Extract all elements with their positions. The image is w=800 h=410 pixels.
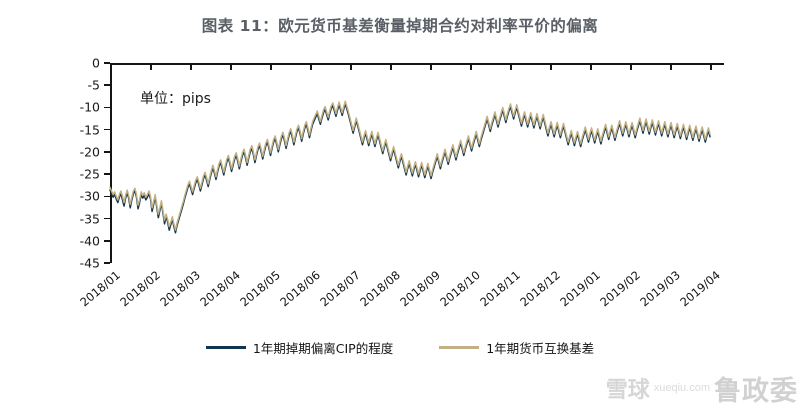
x-axis-tick — [350, 63, 352, 70]
y-axis-spine — [110, 63, 112, 263]
x-axis-tick — [190, 63, 192, 70]
x-axis-tick-label: 2018/06 — [277, 267, 323, 310]
x-axis-tick-label: 2018/08 — [357, 267, 403, 310]
y-axis-tick-label: -10 — [79, 99, 100, 115]
x-axis-tick-label: 2018/02 — [117, 267, 163, 310]
series-line — [109, 100, 711, 231]
y-axis-tick — [104, 151, 110, 153]
x-axis-tick — [590, 63, 592, 70]
x-axis-tick — [110, 63, 112, 70]
x-axis-tick-label: 2018/07 — [317, 267, 363, 310]
x-axis-tick — [310, 63, 312, 70]
x-axis-tick-label: 2018/04 — [197, 267, 243, 310]
x-axis-tick-label: 2019/02 — [597, 267, 643, 310]
chart-legend: 1年期掉期偏离CIP的程度 1年期货币互换基差 — [0, 338, 800, 357]
x-axis-tick — [430, 63, 432, 70]
unit-annotation: 单位：pips — [140, 91, 211, 107]
plot-area: 0 -5 -10 -15 -20 -25 -30 -35 -40 -45 — [80, 56, 724, 271]
watermark-site-text: xueqiu.com — [653, 382, 710, 394]
legend-swatch-icon — [439, 346, 480, 349]
y-axis-tick-label: -25 — [79, 166, 100, 182]
watermark-logo-text: 雪球 — [605, 378, 650, 403]
x-axis-tick — [270, 63, 272, 70]
y-axis-tick — [104, 62, 110, 64]
y-axis-tick — [104, 128, 110, 131]
x-axis-tick — [230, 63, 232, 70]
x-axis-tick — [470, 63, 472, 70]
legend-swatch-icon — [205, 346, 246, 349]
y-axis-tick — [104, 239, 110, 242]
x-axis-tick-label: 2018/11 — [477, 267, 523, 310]
x-axis-tick-label: 2018/09 — [397, 267, 443, 310]
legend-label: 1年期货币互换基差 — [486, 341, 595, 356]
series-lines — [109, 100, 711, 234]
legend-label: 1年期掉期偏离CIP的程度 — [252, 341, 394, 356]
legend-item[interactable]: 1年期掉期偏离CIP的程度 — [205, 338, 394, 357]
y-axis-tick-label: -20 — [79, 144, 100, 160]
x-axis-tick-label: 2019/01 — [557, 267, 603, 310]
y-axis-tick-label: -30 — [79, 188, 100, 204]
x-axis-tick — [390, 63, 392, 70]
y-axis-tick — [104, 173, 110, 175]
y-axis-tick-label: -35 — [79, 211, 100, 227]
y-axis-tick — [104, 217, 110, 220]
y-axis-tick — [104, 106, 110, 109]
x-axis-tick — [670, 63, 672, 70]
x-axis-tick-label: 2019/04 — [677, 267, 723, 310]
x-axis-tick-label: 2018/12 — [517, 267, 563, 310]
x-axis-tick — [550, 63, 552, 70]
page-title: 图表 11：欧元货币基差衡量掉期合约对利率平价的偏离 — [201, 17, 599, 35]
x-axis-tick — [150, 63, 152, 70]
legend-item[interactable]: 1年期货币互换基差 — [439, 338, 594, 357]
x-axis-tick — [630, 63, 632, 70]
y-axis-tick — [104, 84, 110, 87]
y-axis-tick-label: 0 — [92, 55, 100, 71]
watermark-author-text: 鲁政委 — [714, 375, 798, 407]
y-axis-tick — [104, 195, 110, 198]
watermark: 雪球 xueqiu.com 鲁政委 — [548, 368, 798, 408]
y-axis-tick-label: -15 — [79, 122, 100, 138]
x-axis-tick-labels: 2018/01 2018/02 2018/03 2018/04 2018/05 2018/… — [77, 266, 724, 326]
y-axis-tick-label: -45 — [79, 255, 100, 271]
x-axis-tick-label: 2018/03 — [157, 267, 203, 310]
x-axis-tick-label: 2018/01 — [77, 267, 123, 310]
y-axis-tick-label: -40 — [79, 233, 100, 249]
x-axis-tick — [710, 63, 712, 70]
y-axis-tick — [104, 262, 110, 264]
y-axis-tick-label: -5 — [87, 77, 100, 93]
x-axis-tick-label: 2018/10 — [437, 267, 483, 310]
x-axis-tick-label: 2018/05 — [237, 267, 283, 310]
x-axis-tick-label: 2019/03 — [637, 267, 683, 310]
x-axis-tick — [510, 63, 512, 70]
zero-baseline — [110, 63, 724, 65]
